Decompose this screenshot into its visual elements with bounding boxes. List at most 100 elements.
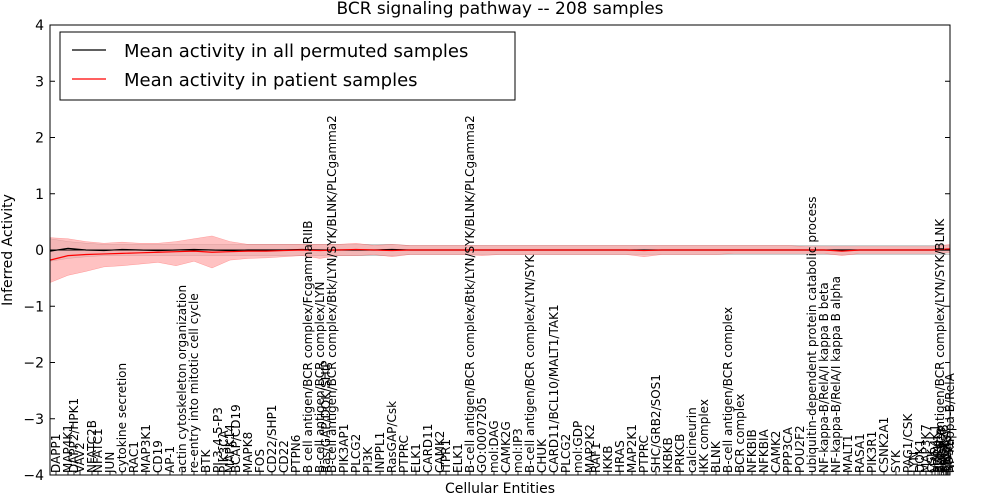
- x-tick-label: MAP4K1: [61, 424, 75, 473]
- x-tick-label: PPP3CA: [781, 426, 795, 473]
- x-tick-label: B-cell antigen/BCR complex/LYN: [313, 281, 327, 473]
- x-tick-label: NFKBIB: [745, 429, 759, 473]
- y-tick-label: −1: [23, 299, 44, 315]
- x-tick-label: NFKBIA: [757, 428, 771, 473]
- x-tick-label: FCGR2B: [936, 424, 950, 473]
- x-tick-label: CSK: [925, 448, 939, 473]
- x-tick-label: B-cell antigen/BCR complex/Btk/LYN/SYK/B…: [463, 115, 477, 473]
- x-tick-label: PIK3CA: [217, 429, 231, 473]
- y-tick-label: 2: [35, 131, 44, 147]
- legend-box: [59, 31, 516, 101]
- series-lines: [49, 247, 951, 261]
- x-tick-label: CD19: [151, 440, 165, 473]
- x-tick-label: SHC1: [938, 440, 952, 473]
- x-tick-label: FOS: [253, 449, 267, 473]
- x-tick-label: DOK1: [913, 439, 927, 473]
- x-tick-label: calcineurin: [685, 407, 699, 473]
- x-tick-label: BCAP/CD19: [229, 404, 243, 473]
- x-tick-label: PI3K: [361, 446, 375, 473]
- x-tick-label: re-entry into mitotic cell cycle: [187, 293, 201, 473]
- x-tick-label: IKK complex: [697, 399, 711, 473]
- x-tick-label: RasGAP/Csk: [385, 401, 399, 473]
- x-axis-label: Cellular Entities: [445, 481, 555, 497]
- x-tick-label: NFATC2B: [85, 420, 99, 473]
- x-tick-label: PIK3R1: [865, 431, 879, 473]
- x-tick-label: RASA1: [853, 433, 867, 473]
- x-tick-label: B-cell antigen/BCR complex: [721, 307, 735, 473]
- x-tick-label: mol:DAG: [487, 420, 501, 473]
- x-tick-label: actin cytoskeleton organization: [175, 285, 189, 473]
- x-tick-label: B-cell antigen/BCR complex/Btk/LYN/SYK/B…: [325, 115, 339, 473]
- x-tick-label: NFATC1: [91, 428, 105, 473]
- y-tick-label: 3: [35, 74, 44, 90]
- x-tick-label: SHC/GRB2/SOS1: [649, 374, 663, 473]
- x-tick-label: SOS1: [942, 441, 956, 473]
- legend-label-patient: Mean activity in patient samples: [124, 70, 418, 91]
- x-tick-label: NF-kappa-B/RelA/I kappa B beta: [817, 282, 831, 473]
- x-tick-label: DAPP1: [49, 434, 63, 473]
- x-tick-label: JUN: [103, 452, 117, 474]
- x-tick-label: cytokine secretion: [115, 363, 129, 473]
- x-tick-label: MAP4K1: [928, 424, 942, 473]
- x-tick-label: CD22: [277, 440, 291, 473]
- series-line-1: [49, 248, 951, 261]
- x-tick-label: IKKB: [601, 445, 615, 473]
- x-tick-label: PLCG2: [559, 434, 573, 473]
- x-tick-label: VAV2: [73, 442, 87, 473]
- x-tick-label: CHUK: [535, 438, 549, 473]
- x-tick-label: ITPR1: [439, 439, 453, 473]
- x-tick-label: MAPK8: [241, 432, 255, 473]
- x-tick-label: PTPRC: [397, 435, 411, 473]
- x-tick-label: PTPN6: [289, 435, 303, 473]
- x-tick-label: HRAS: [613, 440, 627, 473]
- x-tick-label: GO:0007205: [475, 397, 489, 473]
- x-tick-label: MAPK14: [223, 424, 237, 473]
- x-tick-label: NF-kappa-B/RelA/I kappa B alpha: [829, 276, 843, 473]
- legend: Mean activity in all permuted samples Me…: [59, 31, 516, 101]
- x-tick-label: MALT1: [841, 434, 855, 473]
- x-tick-label: PI-3-4-5-P3: [211, 407, 225, 473]
- x-tick-label: PRKCB: [673, 434, 687, 473]
- x-tick-label: B-cell antigen/BCR complex/LYN/SYK/BLNK: [933, 218, 947, 473]
- x-tick-label: CD22/SHP1: [265, 405, 279, 473]
- x-tick-label: LYN: [907, 452, 921, 473]
- x-tick-label: BLNK: [709, 440, 723, 473]
- x-tick-label: RAC1: [127, 441, 141, 473]
- x-tick-label: PPP3CB: [935, 427, 949, 473]
- chart-title: BCR signaling pathway -- 208 samples: [336, 0, 663, 19]
- x-tick-label: CARD11: [421, 424, 435, 473]
- x-tick-label: TRAF6: [941, 435, 955, 474]
- x-tick-label: CARD11/BCL10/MALT1/TAK1: [547, 304, 561, 473]
- y-axis-label: Inferred Activity: [0, 194, 16, 306]
- x-tick-label: MAP2K1: [625, 424, 639, 473]
- x-tick-label: DAPP2/HPK1: [67, 398, 81, 473]
- x-tick-label: AP-1: [163, 446, 177, 473]
- y-tick-label: −4: [23, 468, 44, 484]
- y-tick-label: 4: [35, 18, 44, 34]
- y-tick-label: −3: [23, 412, 44, 428]
- y-tick-label: 0: [35, 243, 44, 259]
- plot-frame: [49, 24, 951, 476]
- x-tick-label: PAG1/CSK: [901, 413, 915, 473]
- x-tick-label: PTPRC: [637, 435, 651, 473]
- x-axis-ticks: DAPP1MAP4K1DAPP2/HPK1VAV2NFATC2BNFATC1JU…: [49, 115, 957, 475]
- x-tick-label: ELK1: [451, 443, 465, 473]
- x-tick-label: PDPK1: [931, 434, 945, 473]
- x-tick-label: BTK: [199, 448, 213, 473]
- x-tick-label: ubiquitin-dependent protein catabolic pr…: [805, 197, 819, 473]
- x-tick-label: Ras/GAP/DOK/SHIP: [319, 360, 333, 473]
- x-tick-label: PIK3AP1: [337, 424, 351, 473]
- x-tick-label: ELK1: [409, 443, 423, 473]
- y-tick-label: 1: [35, 187, 44, 203]
- x-tick-label: RAF1: [589, 442, 603, 473]
- x-tick-label: PLCG2: [349, 434, 363, 473]
- x-tick-label: mol:GDP: [571, 421, 585, 473]
- x-tick-label: CAMK2G: [499, 421, 513, 473]
- x-tick-label: MAP3K1: [139, 424, 153, 473]
- x-tick-label: IKBKB: [661, 437, 675, 473]
- x-tick-label: B-cell antigen/BCR complex/LYN/SYK: [523, 253, 537, 473]
- x-tick-label: MAP3K7: [919, 424, 933, 473]
- x-tick-label: CSNK2A1: [877, 417, 891, 473]
- legend-label-permuted: Mean activity in all permuted samples: [124, 41, 468, 62]
